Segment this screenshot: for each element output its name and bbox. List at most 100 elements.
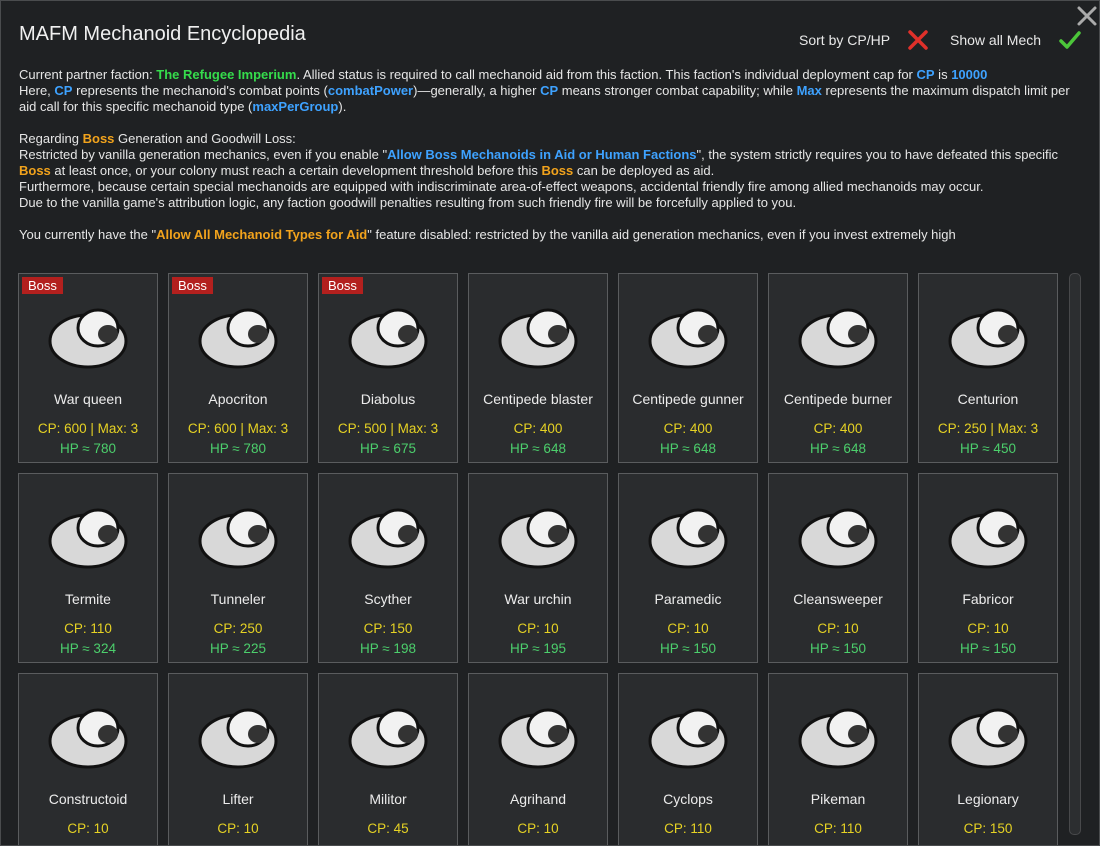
mech-icon <box>948 708 1028 769</box>
mech-card[interactable]: Centipede gunner CP: 400 HP ≈ 648 <box>618 273 758 463</box>
mech-cp: CP: 250 <box>213 621 263 636</box>
mech-cp: CP: 400 <box>513 421 563 436</box>
mech-cp: CP: 10 <box>517 821 559 836</box>
mech-card[interactable]: Termite CP: 110 HP ≈ 324 <box>18 473 158 663</box>
text-run: ). <box>338 99 347 114</box>
mech-card[interactable]: Pikeman CP: 110 <box>768 673 908 845</box>
mech-card[interactable]: Fabricor CP: 10 HP ≈ 150 <box>918 473 1058 663</box>
mech-hp: HP ≈ 150 <box>960 641 1016 656</box>
mech-card[interactable]: Legionary CP: 150 <box>918 673 1058 845</box>
mech-card[interactable]: Centurion CP: 250 | Max: 3 HP ≈ 450 <box>918 273 1058 463</box>
text-run: )—generally, a higher <box>413 83 541 98</box>
mech-cp: CP: 150 <box>363 621 413 636</box>
mech-card[interactable]: Agrihand CP: 10 <box>468 673 608 845</box>
mech-name: Constructoid <box>48 791 128 807</box>
highlight: Allow All Mechanoid Types for Aid <box>156 227 368 242</box>
mech-hp: HP ≈ 225 <box>210 641 266 656</box>
mech-icon <box>348 508 428 569</box>
mech-icon <box>348 708 428 769</box>
mech-icon <box>648 508 728 569</box>
mech-cp: CP: 250 | Max: 3 <box>937 421 1039 436</box>
mech-card[interactable]: Cleansweeper CP: 10 HP ≈ 150 <box>768 473 908 663</box>
paragraph: Due to the vanilla game's attribution lo… <box>19 195 1085 211</box>
mech-hp: HP ≈ 198 <box>360 641 416 656</box>
mech-card[interactable]: Centipede burner CP: 400 HP ≈ 648 <box>768 273 908 463</box>
mech-name: Legionary <box>957 791 1019 807</box>
text-run: Due to the vanilla game's attribution lo… <box>19 195 797 210</box>
text-run: Regarding <box>19 131 83 146</box>
text-run: means stronger combat capability; while <box>558 83 797 98</box>
mech-icon <box>198 508 278 569</box>
description: Current partner faction: The Refugee Imp… <box>19 67 1085 243</box>
text-run: represents the mechanoid's combat points… <box>72 83 328 98</box>
close-button[interactable] <box>1075 4 1099 28</box>
mech-name: War queen <box>54 391 122 407</box>
mech-cp: CP: 600 | Max: 3 <box>37 421 139 436</box>
mech-cp: CP: 10 <box>817 621 859 636</box>
text-run: can be deployed as aid. <box>573 163 715 178</box>
mech-name: Centipede blaster <box>483 391 593 407</box>
mech-icon <box>648 308 728 369</box>
text-run: ", the system strictly requires you to h… <box>696 147 1059 162</box>
mech-card[interactable]: Lifter CP: 10 <box>168 673 308 845</box>
mech-name: Agrihand <box>509 791 567 807</box>
mech-card[interactable]: Paramedic CP: 10 HP ≈ 150 <box>618 473 758 663</box>
mech-icon <box>348 308 428 369</box>
highlight: Boss <box>82 131 115 146</box>
highlight: CP <box>916 67 935 82</box>
mech-cp: CP: 400 <box>663 421 713 436</box>
mech-icon <box>198 708 278 769</box>
text-run: Current partner faction: <box>19 67 157 82</box>
mech-card[interactable]: Militor CP: 45 <box>318 673 458 845</box>
mech-icon <box>48 308 128 369</box>
highlight: Allow Boss Mechanoids in Aid or Human Fa… <box>387 147 697 162</box>
mech-name: Termite <box>65 591 111 607</box>
mech-card[interactable]: Boss Apocriton CP: 600 | Max: 3 HP ≈ 780 <box>168 273 308 463</box>
mech-icon <box>48 508 128 569</box>
mech-name: Tunneler <box>210 591 266 607</box>
mech-icon <box>798 508 878 569</box>
highlight: maxPerGroup <box>252 99 339 114</box>
mech-card[interactable]: Boss Diabolus CP: 500 | Max: 3 HP ≈ 675 <box>318 273 458 463</box>
mech-name: Cleansweeper <box>793 591 883 607</box>
mech-cp: CP: 10 <box>67 821 109 836</box>
mech-cp: CP: 150 <box>963 821 1013 836</box>
paragraph: Here, CP represents the mechanoid's comb… <box>19 83 1085 115</box>
sort-button[interactable]: Sort by CP/HP <box>799 32 891 48</box>
mech-hp: HP ≈ 150 <box>810 641 866 656</box>
mech-card[interactable]: Scyther CP: 150 HP ≈ 198 <box>318 473 458 663</box>
boss-badge: Boss <box>322 277 363 294</box>
show-all-on-icon[interactable] <box>1058 29 1082 51</box>
mech-icon <box>498 308 578 369</box>
mech-card[interactable]: Constructoid CP: 10 <box>18 673 158 845</box>
highlight: The Refugee Imperium <box>156 67 297 82</box>
mech-card[interactable]: War urchin CP: 10 HP ≈ 195 <box>468 473 608 663</box>
mech-card[interactable]: Boss War queen CP: 600 | Max: 3 HP ≈ 780 <box>18 273 158 463</box>
mech-name: Militor <box>369 791 407 807</box>
mech-name: Diabolus <box>360 391 416 407</box>
mech-card[interactable]: Cyclops CP: 110 <box>618 673 758 845</box>
mech-hp: HP ≈ 450 <box>960 441 1016 456</box>
mech-name: Pikeman <box>810 791 866 807</box>
mech-icon <box>798 308 878 369</box>
mech-cp: CP: 45 <box>367 821 409 836</box>
mech-card[interactable]: Tunneler CP: 250 HP ≈ 225 <box>168 473 308 663</box>
mech-icon <box>198 308 278 369</box>
highlight: combatPower <box>327 83 414 98</box>
mech-card[interactable]: Centipede blaster CP: 400 HP ≈ 648 <box>468 273 608 463</box>
highlight: Boss <box>19 163 51 178</box>
text-run: You currently have the " <box>19 227 157 242</box>
sort-off-icon[interactable] <box>907 29 929 51</box>
mech-hp: HP ≈ 648 <box>510 441 566 456</box>
highlight: Boss <box>541 163 574 178</box>
mech-name: Cyclops <box>663 791 713 807</box>
mech-cp: CP: 600 | Max: 3 <box>187 421 289 436</box>
mech-hp: HP ≈ 780 <box>210 441 266 456</box>
mech-hp: HP ≈ 780 <box>60 441 116 456</box>
mech-name: Centurion <box>957 391 1019 407</box>
paragraph: Regarding Boss Generation and Goodwill L… <box>19 131 1085 147</box>
show-all-button[interactable]: Show all Mech <box>950 32 1042 48</box>
text-run: Generation and Goodwill Loss: <box>114 131 296 146</box>
scrollbar[interactable] <box>1069 273 1081 835</box>
